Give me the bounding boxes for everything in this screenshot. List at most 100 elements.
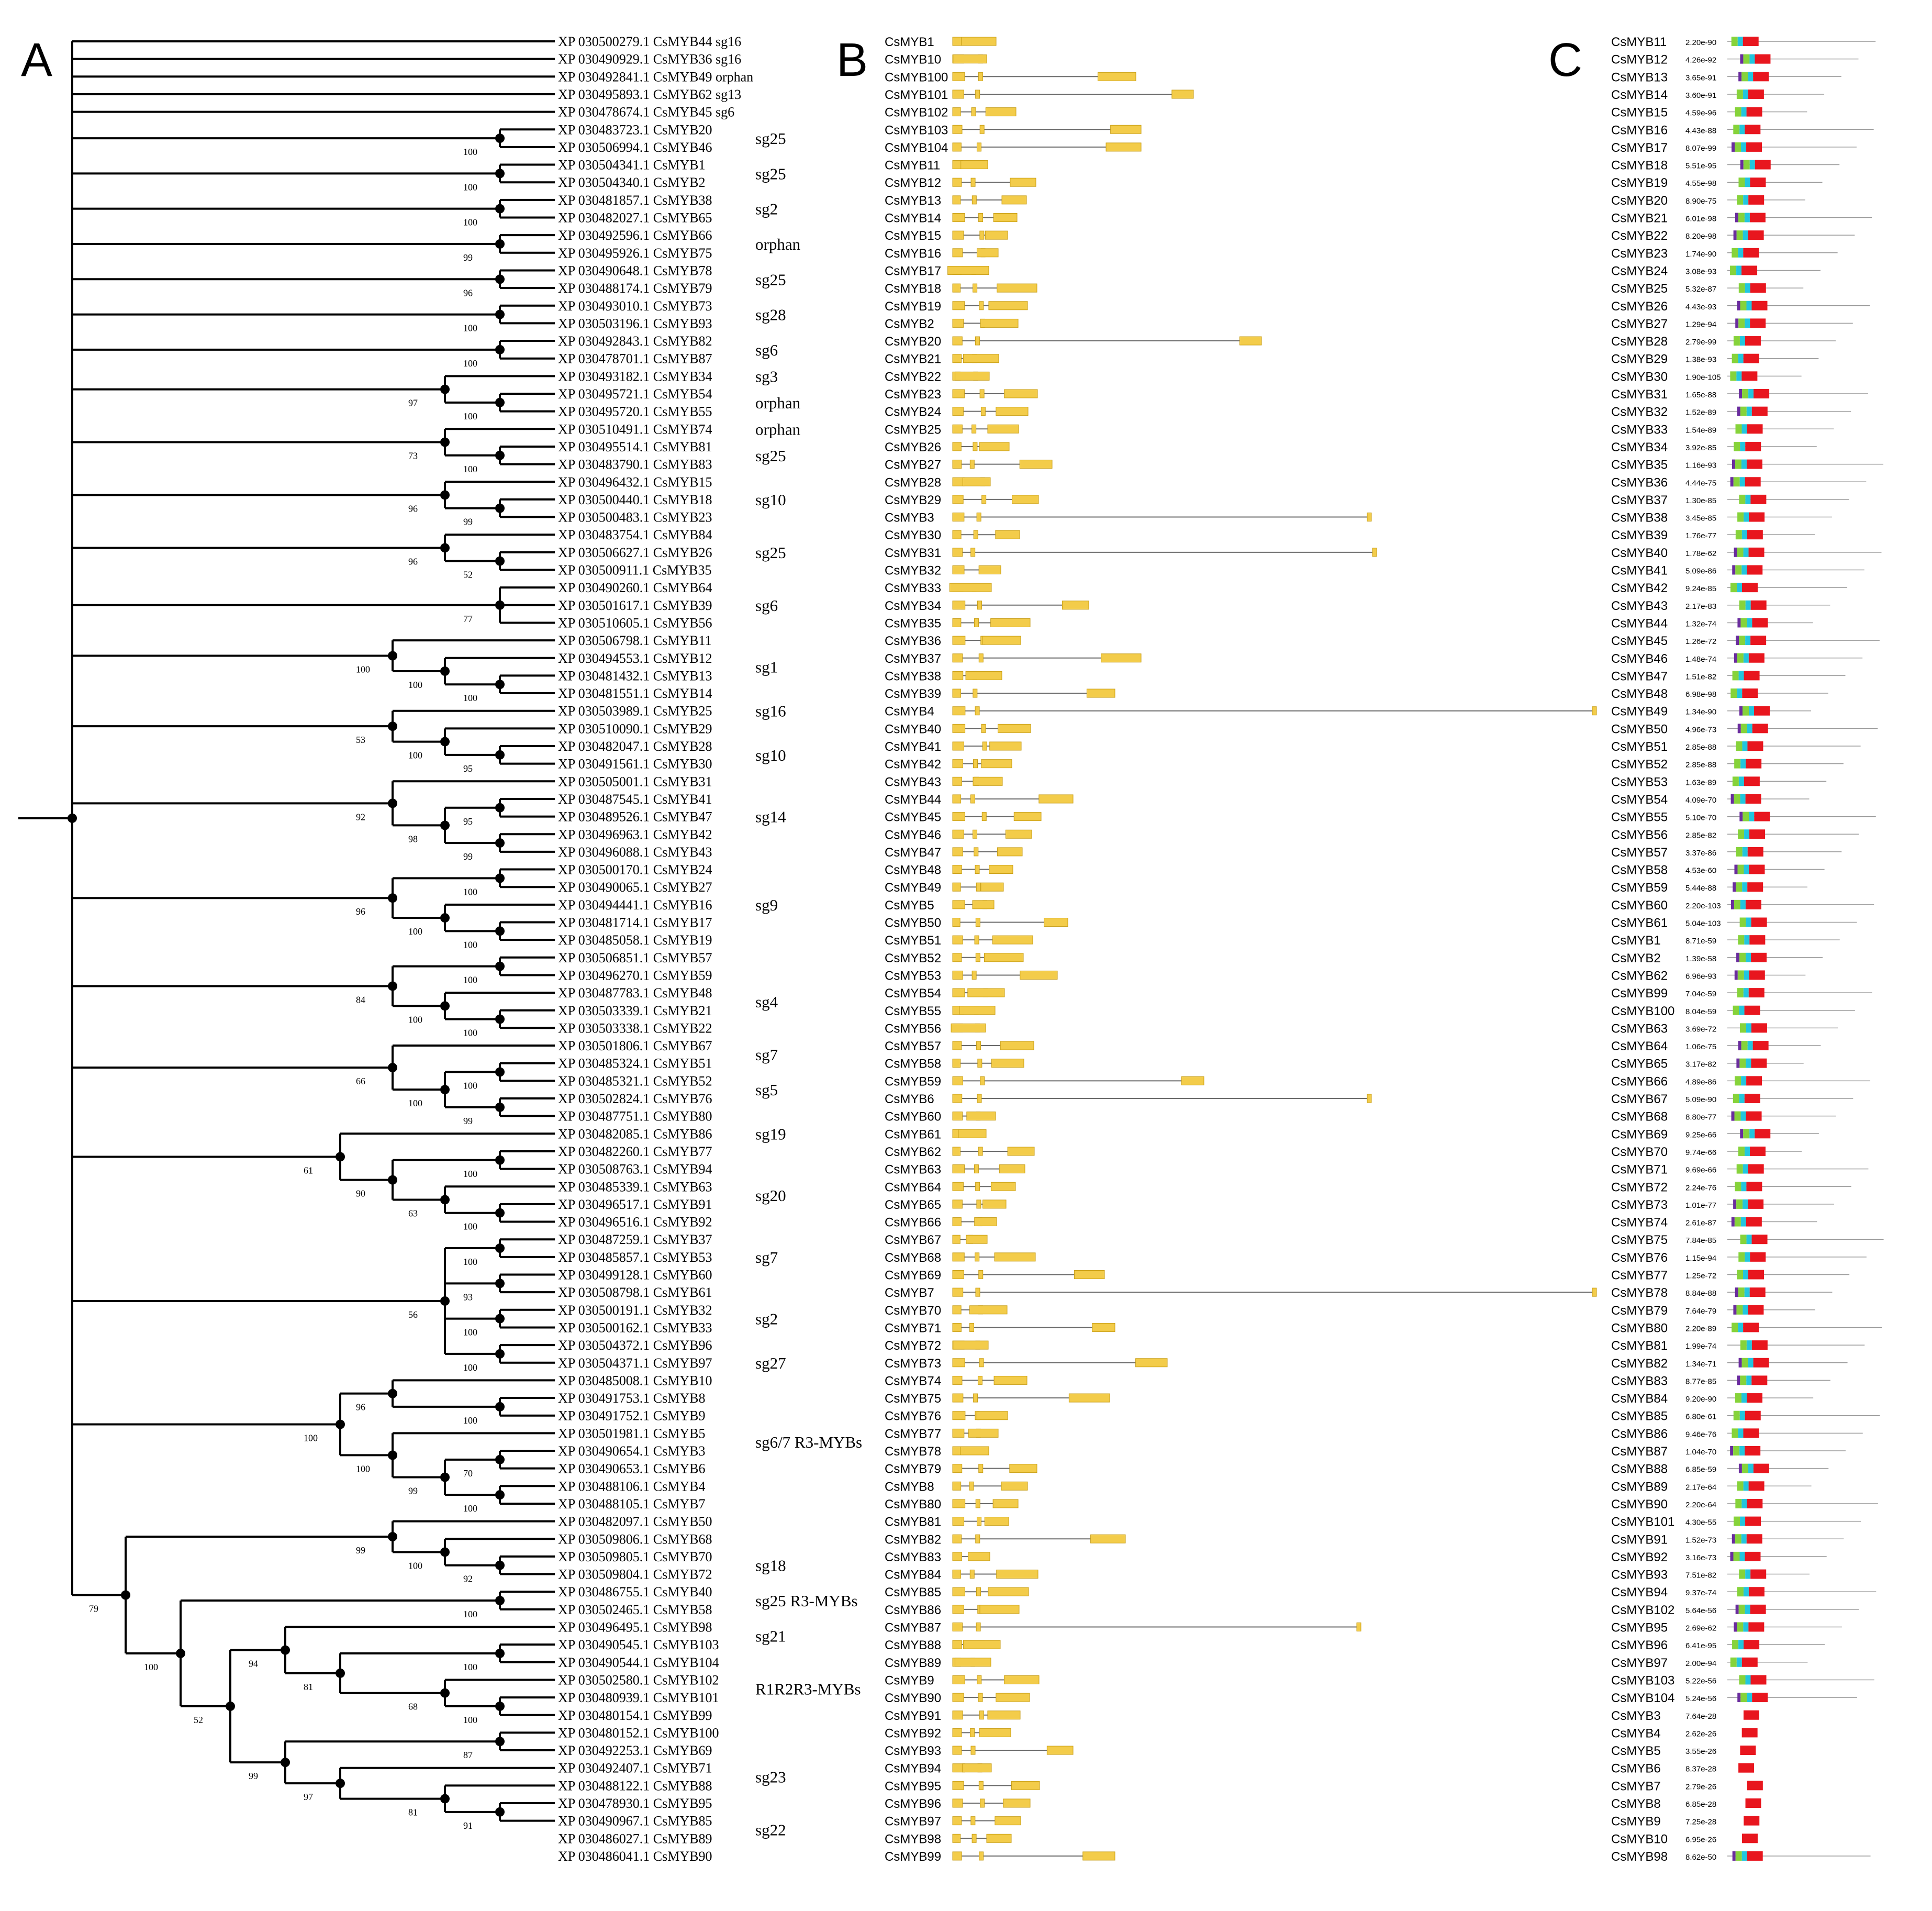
motif-evalue: 6.98e-98	[1685, 690, 1716, 699]
protein-name: CsMYB8	[1611, 1797, 1661, 1811]
tree-node	[388, 1450, 397, 1460]
bootstrap-value: 92	[356, 812, 365, 822]
tree-node	[281, 1645, 290, 1655]
motif-block	[1733, 1005, 1739, 1015]
motif-block	[1739, 1094, 1745, 1103]
motif-block	[1739, 1446, 1745, 1456]
exon	[977, 1059, 982, 1068]
exon	[1171, 90, 1194, 99]
motif-block	[1737, 653, 1744, 663]
motif-block	[1735, 1498, 1742, 1508]
tree-tip-label: XP 030487783.1 CsMYB48	[558, 985, 712, 1001]
motif-evalue: 2.85e-88	[1685, 743, 1716, 752]
motif-block	[1745, 494, 1751, 504]
exon	[975, 865, 980, 874]
bootstrap-value: 96	[463, 287, 473, 298]
bootstrap-value: 100	[463, 1662, 477, 1672]
exon	[969, 1481, 974, 1491]
motif-block	[1746, 1023, 1751, 1033]
exon	[980, 1798, 985, 1808]
bootstrap-value: 100	[463, 1221, 477, 1232]
motif-block	[1749, 935, 1766, 945]
motif-block	[1746, 1111, 1762, 1121]
exon	[970, 1728, 975, 1737]
motif-block	[1738, 1041, 1741, 1051]
tree-tip-label: XP 030482097.1 CsMYB50	[558, 1514, 712, 1529]
motif-block	[1749, 864, 1765, 874]
motif-block	[1747, 741, 1763, 751]
motif-block	[1743, 1323, 1759, 1332]
tree-node	[495, 1737, 505, 1747]
motif-evalue: 4.53e-60	[1685, 866, 1716, 875]
exon	[974, 1164, 979, 1174]
exon	[987, 424, 1019, 434]
motif-block	[1734, 970, 1738, 980]
motif-block	[1741, 1534, 1747, 1544]
tree-node	[440, 543, 450, 553]
protein-name: CsMYB47	[1611, 669, 1668, 683]
motif-block	[1738, 318, 1745, 328]
motif-block	[1738, 1463, 1742, 1473]
bootstrap-value: 68	[408, 1702, 418, 1712]
tree-tip-label: XP 030501981.1 CsMYB5	[558, 1426, 705, 1441]
exon	[973, 1393, 978, 1403]
motif-block	[1741, 265, 1758, 275]
exon	[1009, 1464, 1037, 1473]
motif-block	[1735, 1287, 1738, 1297]
motif-block	[1739, 1675, 1746, 1685]
exon	[1367, 1094, 1372, 1103]
protein-name: CsMYB89	[1611, 1480, 1668, 1494]
tree-tip-label: XP 030503339.1 CsMYB21	[558, 1003, 712, 1018]
motif-block	[1737, 988, 1744, 998]
tree-node	[495, 1560, 505, 1570]
exon	[975, 1287, 980, 1297]
exon	[976, 882, 981, 892]
motif-block	[1743, 1428, 1759, 1438]
exon	[973, 759, 978, 769]
tree-node	[495, 169, 505, 179]
gene-name: CsMYB95	[885, 1779, 941, 1793]
tree-tip-label: XP 030490648.1 CsMYB78	[558, 263, 712, 278]
exon	[976, 1517, 981, 1526]
motif-block	[1738, 671, 1744, 681]
gene-name: CsMYB64	[885, 1180, 941, 1194]
motif-block	[1744, 1005, 1760, 1015]
motif-block	[1745, 336, 1761, 346]
exon	[955, 371, 990, 381]
protein-name: CsMYB19	[1611, 176, 1668, 190]
exon	[952, 706, 966, 716]
exon	[1068, 1393, 1110, 1403]
motif-block	[1745, 318, 1750, 328]
protein-name: CsMYB28	[1611, 335, 1668, 349]
exon	[977, 1675, 982, 1684]
exon	[977, 1375, 982, 1385]
motif-block	[1731, 1217, 1735, 1227]
tree-tip-label: XP 030490065.1 CsMYB27	[558, 880, 712, 895]
protein-name: CsMYB64	[1611, 1039, 1668, 1053]
protein-name: CsMYB93	[1611, 1568, 1668, 1582]
tree-tip-label: XP 030493010.1 CsMYB73	[558, 298, 712, 314]
bootstrap-value: 63	[408, 1208, 418, 1218]
exon	[1005, 829, 1032, 839]
tree-node	[336, 1668, 345, 1678]
motif-block	[1735, 318, 1739, 328]
gene-name: CsMYB29	[885, 493, 941, 507]
motif-block	[1739, 125, 1745, 135]
tree-node	[495, 1490, 505, 1500]
gene-name: CsMYB40	[885, 722, 941, 736]
motif-block	[1739, 1058, 1746, 1068]
motif-block	[1746, 1235, 1752, 1245]
tree-tip-label: XP 030486027.1 CsMYB89	[558, 1831, 712, 1846]
exon	[947, 265, 989, 275]
exon	[952, 1217, 962, 1227]
tree-tip-label: XP 030491561.1 CsMYB30	[558, 757, 712, 772]
motif-block	[1745, 1446, 1761, 1456]
gene-name: CsMYB102	[885, 106, 948, 120]
motif-block	[1755, 54, 1771, 64]
exon	[1000, 1041, 1034, 1050]
motif-block	[1744, 671, 1760, 681]
exon	[978, 213, 984, 222]
exon	[978, 72, 983, 81]
motif-evalue: 1.01e-77	[1685, 1201, 1716, 1210]
protein-name: CsMYB86	[1611, 1427, 1668, 1441]
